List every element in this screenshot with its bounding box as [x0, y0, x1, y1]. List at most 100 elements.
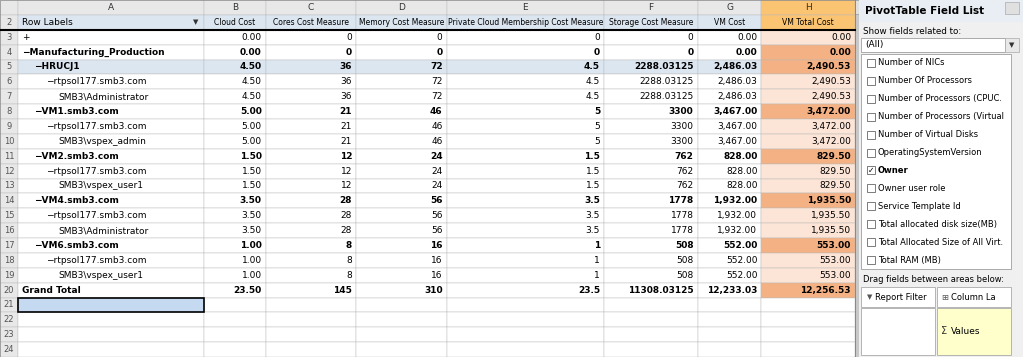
Text: ▼: ▼: [1010, 42, 1015, 48]
Bar: [356, 0, 447, 15]
Text: 12: 12: [341, 181, 352, 190]
Bar: [205, 45, 266, 60]
Bar: [861, 38, 1005, 52]
Bar: [0, 104, 18, 119]
Bar: [356, 208, 447, 223]
Text: −VM2.smb3.com: −VM2.smb3.com: [34, 152, 119, 161]
Text: 3.50: 3.50: [241, 226, 262, 235]
Bar: [698, 312, 761, 327]
Bar: [205, 253, 266, 268]
Text: 16: 16: [430, 241, 443, 250]
Bar: [761, 104, 855, 119]
Text: 8: 8: [347, 271, 352, 280]
Text: 0: 0: [437, 47, 443, 56]
Bar: [18, 134, 205, 149]
Bar: [205, 149, 266, 164]
Bar: [18, 312, 205, 327]
Bar: [205, 223, 266, 238]
Text: 72: 72: [430, 62, 443, 71]
Text: 3: 3: [6, 33, 11, 42]
Text: Cores Cost Measure: Cores Cost Measure: [273, 18, 349, 27]
Bar: [205, 283, 266, 297]
Bar: [18, 297, 205, 312]
Bar: [604, 193, 698, 208]
Text: SMB3\vspex_user1: SMB3\vspex_user1: [58, 271, 143, 280]
Text: 0.00: 0.00: [241, 33, 262, 42]
Text: −rtpsol177.smb3.com: −rtpsol177.smb3.com: [46, 256, 146, 265]
Text: 2288.03125: 2288.03125: [639, 92, 694, 101]
Text: 1778: 1778: [668, 196, 694, 205]
Text: 4.50: 4.50: [241, 77, 262, 86]
Text: −Manufacturing_Production: −Manufacturing_Production: [23, 47, 165, 57]
Text: 1778: 1778: [671, 211, 694, 220]
Text: 2288.03125: 2288.03125: [634, 62, 694, 71]
Bar: [18, 104, 205, 119]
Bar: [855, 0, 1023, 357]
Bar: [698, 193, 761, 208]
Bar: [604, 89, 698, 104]
Text: 3300: 3300: [669, 107, 694, 116]
Text: ⊞: ⊞: [941, 292, 948, 302]
Text: 11308.03125: 11308.03125: [628, 286, 694, 295]
Text: 4.5: 4.5: [584, 62, 601, 71]
Text: H: H: [805, 3, 811, 12]
Bar: [447, 208, 604, 223]
Bar: [266, 253, 356, 268]
Bar: [698, 327, 761, 342]
Text: 72: 72: [432, 92, 443, 101]
Text: 46: 46: [430, 107, 443, 116]
Bar: [868, 113, 875, 121]
Text: 4: 4: [6, 47, 11, 56]
Bar: [266, 268, 356, 283]
Text: 2,486.03: 2,486.03: [717, 77, 757, 86]
Bar: [266, 208, 356, 223]
Bar: [356, 223, 447, 238]
Bar: [205, 15, 266, 30]
Bar: [761, 312, 855, 327]
Text: 829.50: 829.50: [819, 167, 851, 176]
Text: 36: 36: [341, 92, 352, 101]
Bar: [698, 149, 761, 164]
Text: 8: 8: [347, 256, 352, 265]
Bar: [761, 178, 855, 193]
Text: 3,467.00: 3,467.00: [717, 137, 757, 146]
Text: 36: 36: [341, 77, 352, 86]
Text: Number of Virtual Disks: Number of Virtual Disks: [878, 130, 978, 139]
Bar: [18, 297, 205, 312]
Text: B: B: [232, 3, 238, 12]
Bar: [18, 327, 205, 342]
Bar: [868, 238, 875, 246]
Text: 5: 5: [594, 137, 601, 146]
Bar: [868, 77, 875, 85]
Bar: [698, 178, 761, 193]
Bar: [447, 15, 604, 30]
Bar: [447, 134, 604, 149]
Bar: [698, 119, 761, 134]
Text: 10: 10: [4, 137, 14, 146]
Bar: [205, 312, 266, 327]
Text: 12: 12: [4, 167, 14, 176]
Text: 1.5: 1.5: [584, 152, 601, 161]
Text: E: E: [523, 3, 528, 12]
Bar: [604, 238, 698, 253]
Text: Drag fields between areas below:: Drag fields between areas below:: [863, 275, 1004, 283]
Bar: [356, 89, 447, 104]
Bar: [0, 0, 18, 15]
Bar: [356, 342, 447, 357]
Bar: [205, 134, 266, 149]
Bar: [266, 193, 356, 208]
Text: 15: 15: [4, 211, 14, 220]
Text: 0.00: 0.00: [736, 47, 757, 56]
Text: 16: 16: [4, 226, 14, 235]
Bar: [0, 223, 18, 238]
Bar: [356, 74, 447, 89]
Bar: [868, 166, 875, 175]
Text: VM Cost: VM Cost: [714, 18, 745, 27]
Text: 1778: 1778: [671, 226, 694, 235]
Text: 145: 145: [333, 286, 352, 295]
Bar: [604, 253, 698, 268]
Text: 828.00: 828.00: [726, 167, 757, 176]
Bar: [447, 104, 604, 119]
Bar: [205, 178, 266, 193]
Text: 5: 5: [594, 122, 601, 131]
